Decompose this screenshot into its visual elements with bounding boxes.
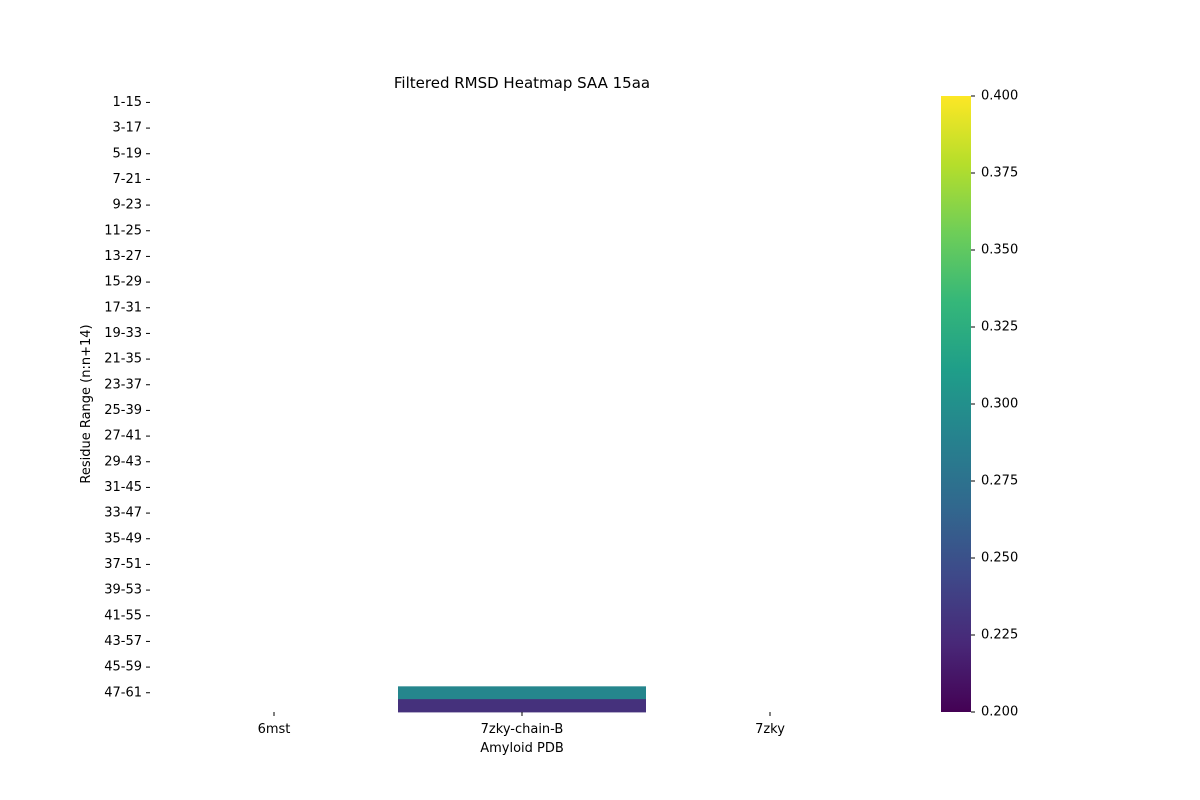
x-axis-ticks: 6mst 7zky-chain-B 7zky [258, 712, 785, 737]
colorbar-tick-label: 0.250 [981, 551, 1018, 566]
y-tick-label: 3-17 [112, 121, 142, 136]
y-axis-ticks: 1-15 3-17 5-19 7-21 9-23 11-25 13-27 15-29 17-31… [104, 95, 150, 700]
y-tick-label: 33-47 [104, 506, 142, 521]
colorbar-tick-label: 0.300 [981, 397, 1018, 412]
x-tick-label: 7zky [755, 722, 785, 737]
y-tick-label: 11-25 [104, 223, 142, 238]
y-tick-label: 39-53 [104, 583, 142, 598]
y-tick-label: 9-23 [112, 198, 142, 213]
y-tick-label: 43-57 [104, 634, 142, 649]
x-tick-label: 6mst [258, 722, 291, 737]
y-tick-label: 25-39 [104, 403, 142, 418]
y-tick-label: 47-61 [104, 685, 142, 700]
colorbar-tick-label: 0.325 [981, 320, 1018, 335]
x-axis-label: Amyloid PDB [480, 741, 564, 756]
y-tick-label: 45-59 [104, 660, 142, 675]
colorbar-tick-label: 0.350 [981, 243, 1018, 258]
colorbar-ticks: 0.200 0.225 0.250 0.275 0.300 0.325 0.350 0.375… [971, 89, 1018, 720]
y-tick-label: 15-29 [104, 275, 142, 290]
y-tick-label: 5-19 [112, 146, 142, 161]
y-tick-label: 41-55 [104, 608, 142, 623]
y-tick-label: 1-15 [112, 95, 142, 110]
colorbar-tick-label: 0.200 [981, 705, 1018, 720]
colorbar-tick-label: 0.275 [981, 474, 1018, 489]
x-tick-label: 7zky-chain-B [481, 722, 564, 737]
y-tick-label: 23-37 [104, 377, 142, 392]
y-tick-label: 13-27 [104, 249, 142, 264]
y-tick-label: 21-35 [104, 352, 142, 367]
y-tick-label: 29-43 [104, 454, 142, 469]
y-tick-label: 37-51 [104, 557, 142, 572]
y-tick-label: 27-41 [104, 429, 142, 444]
colorbar-tick-label: 0.375 [981, 166, 1018, 181]
heatmap-cell [398, 686, 646, 700]
y-tick-label: 7-21 [112, 172, 142, 187]
colorbar-tick-label: 0.225 [981, 628, 1018, 643]
y-tick-label: 19-33 [104, 326, 142, 341]
y-tick-label: 31-45 [104, 480, 142, 495]
colorbar-tick-label: 0.400 [981, 89, 1018, 104]
heatmap-cell [398, 699, 646, 713]
y-tick-label: 35-49 [104, 531, 142, 546]
heatmap-cells [398, 686, 646, 713]
colorbar [941, 96, 971, 712]
y-axis-label: Residue Range (n:n+14) [79, 324, 94, 483]
y-tick-label: 17-31 [104, 300, 142, 315]
chart-title: Filtered RMSD Heatmap SAA 15aa [394, 74, 650, 92]
